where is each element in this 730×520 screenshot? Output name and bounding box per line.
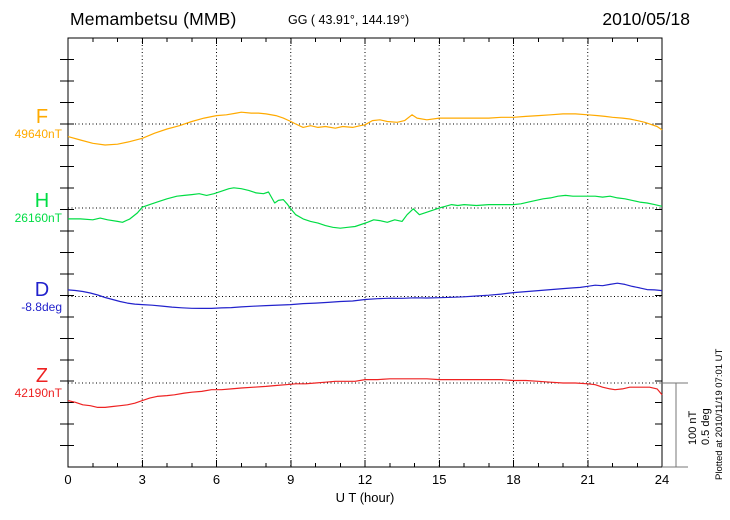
curve-D — [67, 282, 663, 309]
grid-lines — [141, 38, 589, 467]
scale-bar-nt-label: 100 nT — [687, 410, 699, 445]
plot-date: 2010/05/18 — [602, 9, 690, 29]
curve-Z — [67, 378, 663, 408]
curve-H — [68, 187, 663, 229]
curve-F — [67, 111, 663, 146]
y-ticks — [60, 58, 662, 447]
scale-bar-label: 100 nT 0.5 deg — [687, 408, 713, 445]
x-axis-label: U T (hour) — [335, 490, 395, 505]
plotted-at-note: Plotted at 2010/11/19 07:01 UT — [714, 348, 725, 480]
scale-bar — [662, 382, 688, 468]
station-title: Memambetsu (MMB) — [70, 9, 237, 29]
scale-bar-deg-label: 0.5 deg — [700, 408, 712, 445]
station-coordinates: GG ( 43.91°, 144.19°) — [288, 13, 410, 27]
